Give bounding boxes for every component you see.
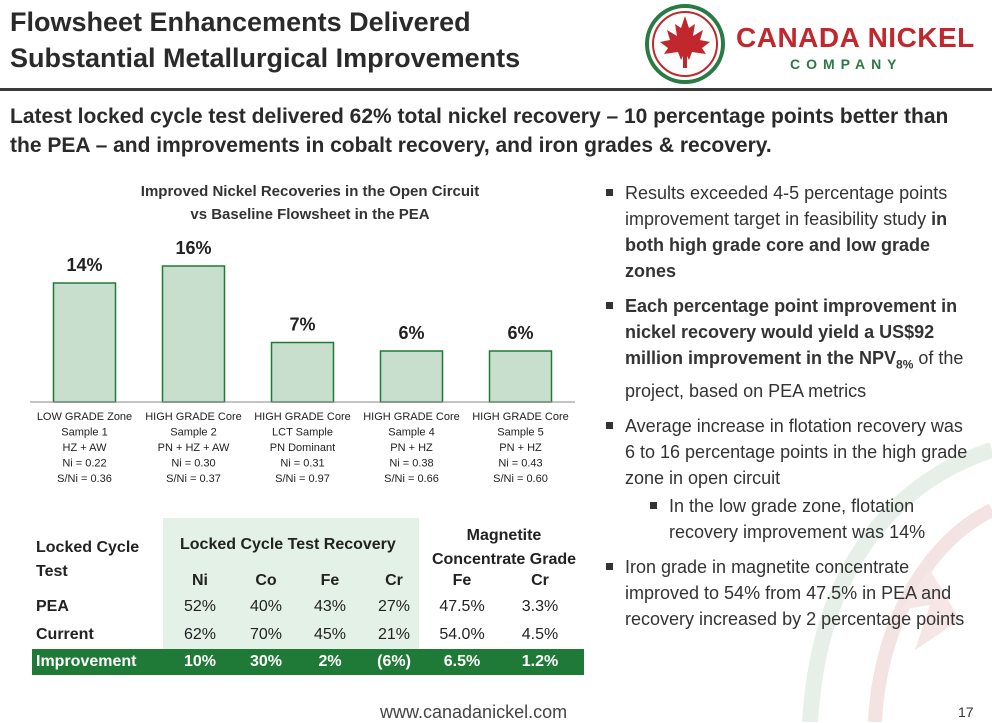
data-label-1: 14% — [66, 255, 102, 275]
title-divider — [0, 88, 992, 91]
subheader-fe-3: Fe — [320, 572, 340, 589]
page-number: 17 — [958, 704, 974, 720]
maple-leaf-icon — [645, 4, 725, 84]
bar-3 — [270, 341, 335, 403]
slide-title: Flowsheet Enhancements Delivered Substan… — [10, 4, 520, 76]
category-label-3-4: Ni = 0.31 — [280, 458, 324, 470]
data-label-2: 16% — [175, 238, 211, 258]
data-label-3: 7% — [289, 315, 315, 335]
cell-pea-4: 27% — [377, 598, 411, 615]
category-label-5-2: Sample 5 — [497, 427, 543, 439]
title-line-1: Flowsheet Enhancements Delivered — [10, 7, 471, 37]
cell-improvement-3: 2% — [318, 653, 342, 670]
bullet-4: Iron grade in magnetite concentrate impr… — [606, 554, 976, 632]
logo-subtitle: COMPANY — [790, 56, 903, 72]
bar-2 — [161, 265, 226, 403]
data-label-5: 6% — [507, 323, 533, 343]
header-test-line-1: Locked Cycle — [36, 539, 140, 556]
footer-url: www.canadanickel.com — [380, 702, 568, 722]
title-line-2: Substantial Metallurgical Improvements — [10, 43, 521, 73]
subheader-cr-4: Cr — [385, 572, 403, 589]
category-label-5-4: Ni = 0.43 — [498, 458, 542, 470]
bullet-2-text: of the project, based on PEA metrics — [625, 348, 964, 401]
category-label-3-3: PN Dominant — [270, 442, 335, 454]
header-mag-line-2: Concentrate Grade — [431, 551, 577, 568]
cell-current-4: 21% — [377, 626, 411, 643]
cell-current-6: 4.5% — [521, 626, 559, 643]
category-label-5-1: HIGH GRADE Core — [472, 411, 569, 423]
category-label-4-1: HIGH GRADE Core — [363, 411, 460, 423]
subheader-ni-1: Ni — [192, 572, 208, 589]
category-label-1-3: HZ + AW — [63, 442, 108, 454]
bullet-3: Average increase in flotation recovery w… — [606, 413, 976, 491]
recovery-table: Locked Cycle Test Locked Cycle Test Reco… — [30, 518, 590, 680]
category-label-5-3: PN + HZ — [499, 442, 542, 454]
chart-title-line-2: vs Baseline Flowsheet in the PEA — [190, 206, 430, 223]
improvement-row-highlight — [32, 649, 584, 675]
category-label-1-4: Ni = 0.22 — [62, 458, 106, 470]
cell-current-5: 54.0% — [439, 626, 485, 643]
category-label-5-5: S/Ni = 0.60 — [493, 473, 548, 485]
cell-improvement-1: 10% — [183, 653, 217, 670]
category-label-4-3: PN + HZ — [390, 442, 433, 454]
row-label-pea: PEA — [36, 598, 69, 615]
header-lct: Locked Cycle Test Recovery — [180, 536, 396, 553]
bullet-2-subscript: 8% — [896, 357, 914, 372]
bar-1 — [52, 282, 117, 403]
category-label-2-2: Sample 2 — [170, 427, 216, 439]
bar-5 — [488, 350, 553, 403]
cell-pea-6: 3.3% — [521, 598, 559, 615]
header-mag-line-1: Magnetite — [466, 527, 542, 544]
cell-improvement-5: 6.5% — [443, 653, 481, 670]
bullet-1: Results exceeded 4-5 percentage points i… — [606, 180, 976, 284]
background-leaf-decoration — [802, 442, 992, 722]
category-label-3-5: S/Ni = 0.97 — [275, 473, 330, 485]
category-label-4-2: Sample 4 — [388, 427, 434, 439]
bullet-list: Results exceeded 4-5 percentage points i… — [606, 180, 976, 641]
chart-title-line-1: Improved Nickel Recoveries in the Open C… — [140, 183, 480, 200]
cell-current-2: 70% — [249, 626, 283, 643]
row-label-current: Current — [36, 626, 94, 643]
bullet-2: Each percentage point improvement in nic… — [606, 293, 976, 404]
category-label-2-5: S/Ni = 0.37 — [166, 473, 221, 485]
category-label-3-1: HIGH GRADE Core — [254, 411, 351, 423]
category-label-2-3: PN + HZ + AW — [158, 442, 230, 454]
header-test: Locked Cycle Test — [36, 536, 139, 584]
header-magnetite: Magnetite Concentrate Grade — [424, 524, 584, 572]
lct-shading — [163, 518, 419, 652]
cell-pea-1: 52% — [183, 598, 217, 615]
category-label-3-2: LCT Sample — [272, 427, 333, 439]
cell-current-3: 45% — [313, 626, 347, 643]
category-label-1-2: Sample 1 — [61, 427, 107, 439]
cell-improvement-4: (6%) — [377, 653, 411, 670]
recovery-bar-chart: 14% LOW GRADE Zone Sample 1 HZ + AW Ni = 0.2… — [30, 238, 575, 485]
row-label-improvement: Improvement — [36, 653, 137, 670]
header-test-line-2: Test — [36, 563, 68, 580]
subheader-fe-5: Fe — [452, 572, 472, 589]
category-label-1-5: S/Ni = 0.36 — [57, 473, 112, 485]
bullet-2-bold: Each percentage point improvement in nic… — [625, 296, 958, 368]
bullet-1-bold: in both high grade core and low grade zo… — [625, 209, 948, 281]
bullet-3-sub: In the low grade zone, flotation recover… — [650, 493, 976, 545]
logo-name: CANADA NICKEL — [736, 22, 975, 53]
bar-4 — [379, 350, 444, 403]
cell-improvement-2: 30% — [249, 653, 283, 670]
category-label-2-4: Ni = 0.30 — [171, 458, 215, 470]
company-logo: CANADA NICKEL COMPANY — [640, 2, 980, 86]
data-label-4: 6% — [398, 323, 424, 343]
bullet-1-text: Results exceeded 4-5 percentage points i… — [625, 183, 948, 229]
subheader-cr-6: Cr — [531, 572, 549, 589]
chart-title: Improved Nickel Recoveries in the Open C… — [100, 180, 520, 226]
subheader-co-2: Co — [255, 572, 277, 589]
cell-improvement-6: 1.2% — [521, 653, 559, 670]
cell-pea-3: 43% — [313, 598, 347, 615]
category-label-4-5: S/Ni = 0.66 — [384, 473, 439, 485]
slide-subtitle: Latest locked cycle test delivered 62% t… — [10, 105, 949, 157]
cell-current-1: 62% — [183, 626, 217, 643]
category-label-4-4: Ni = 0.38 — [389, 458, 433, 470]
cell-pea-2: 40% — [249, 598, 283, 615]
category-label-1-1: LOW GRADE Zone — [37, 411, 132, 423]
category-label-2-1: HIGH GRADE Core — [145, 411, 242, 423]
cell-pea-5: 47.5% — [439, 598, 485, 615]
